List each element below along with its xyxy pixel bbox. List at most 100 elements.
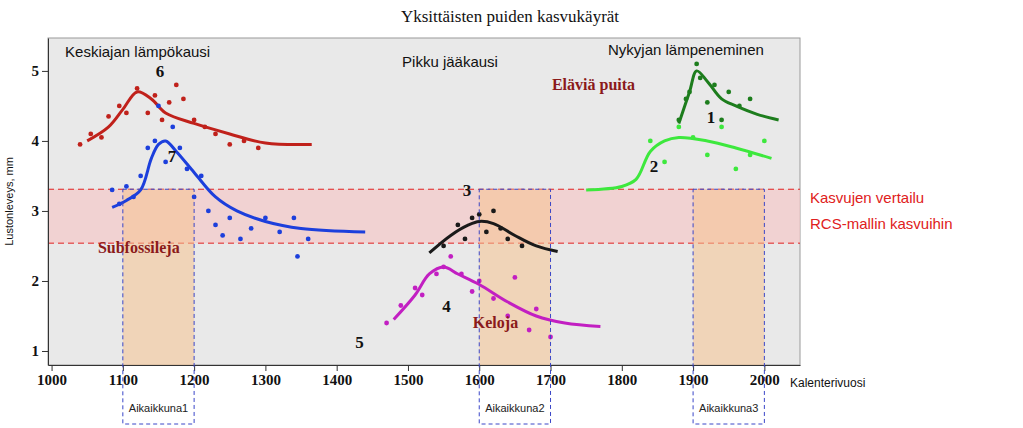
data-point [527, 328, 532, 333]
data-point [726, 90, 731, 95]
data-point [156, 104, 161, 109]
group-label: Keloja [473, 314, 518, 332]
tick-mark [42, 141, 48, 142]
tick-label: 1400 [322, 372, 352, 388]
tick-label: 1800 [607, 372, 637, 388]
series-group [78, 62, 779, 340]
data-point [694, 62, 699, 67]
data-point [470, 216, 475, 221]
data-point [213, 223, 218, 228]
tick-mark [42, 211, 48, 212]
period-label: Pikku jääkausi [402, 53, 498, 70]
data-point [213, 132, 218, 137]
number-label: 5 [355, 333, 364, 352]
tick: 1400 [322, 365, 352, 388]
tick-mark [337, 365, 338, 371]
period-label: Keskiajan lämpökausi [65, 43, 210, 60]
series-label: 2 [650, 157, 659, 176]
window-label: Aikaikkuna1 [129, 402, 188, 414]
data-point [384, 321, 389, 326]
data-point [491, 209, 496, 214]
tick: 2 [32, 273, 49, 289]
data-point [277, 230, 282, 235]
window-fill [693, 189, 764, 365]
window-outline [479, 189, 550, 424]
data-point [705, 153, 710, 158]
tick: 1 [32, 343, 49, 359]
group-label: Eläviä puita [552, 76, 635, 94]
data-point [398, 303, 403, 308]
tick-label: 1300 [251, 372, 281, 388]
data-point [491, 296, 496, 301]
period-label: Nykyjan lämpeneminen [608, 41, 764, 58]
tick: 1300 [251, 365, 281, 388]
data-point [719, 118, 724, 123]
data-point [160, 118, 165, 123]
data-point [124, 184, 129, 189]
data-point [662, 160, 667, 165]
growth-curve [87, 92, 312, 145]
growth-curve [112, 141, 365, 232]
data-point [88, 132, 93, 137]
chart: 1000110012001300140015001600170018001900… [0, 0, 1023, 428]
tick: 4 [32, 133, 49, 149]
growth-curve [679, 71, 779, 124]
window-label: Aikaikkuna3 [699, 402, 758, 414]
window-fill [479, 189, 550, 365]
data-point [705, 100, 710, 105]
data-point [238, 237, 243, 242]
data-point [177, 146, 182, 151]
tick-mark [42, 71, 48, 72]
series-label: 4 [442, 297, 451, 316]
series-label: 6 [156, 62, 165, 81]
data-point [420, 293, 425, 298]
data-point [484, 230, 489, 235]
data-point [520, 244, 525, 249]
tick: 1000 [37, 365, 67, 388]
window-label: Aikaikkuna2 [485, 402, 544, 414]
tick-label: 5 [32, 63, 40, 79]
data-point [295, 254, 300, 259]
data-point [153, 93, 158, 98]
data-point [733, 167, 738, 172]
tick-label: 1000 [37, 372, 67, 388]
data-point [463, 237, 468, 242]
data-point [434, 272, 439, 277]
data-point [110, 188, 115, 193]
tick-label: 4 [32, 133, 40, 149]
data-point [748, 97, 753, 102]
data-point [676, 125, 681, 130]
data-point [117, 104, 122, 109]
data-point [292, 216, 297, 221]
data-point [206, 209, 211, 214]
group-label: Subfossileja [98, 239, 180, 257]
data-point [512, 275, 517, 280]
series-label: 7 [168, 147, 177, 166]
data-point [145, 146, 150, 151]
y-axis-title: Lustonleveys, mm [3, 157, 15, 246]
tick-label: 3 [32, 203, 40, 219]
data-point [135, 86, 140, 91]
x-axis-title: Kalenterivuosi [790, 376, 865, 390]
plot-background [48, 38, 800, 365]
series-label: 1 [707, 108, 716, 127]
tick: 1500 [393, 365, 423, 388]
band-label: RCS-mallin kasvuihin [810, 215, 953, 232]
window-outline [693, 189, 764, 424]
time-windows [123, 189, 765, 365]
tick-label: 1500 [393, 372, 423, 388]
tick-mark [42, 281, 48, 282]
data-point [762, 139, 767, 144]
data-point [138, 174, 143, 179]
data-point [648, 139, 653, 144]
data-point [78, 142, 83, 147]
data-point [505, 237, 510, 242]
axis-line [49, 365, 801, 366]
x-axis: 1000110012001300140015001600170018001900… [37, 365, 800, 388]
growth-curve [429, 221, 557, 253]
tick-mark [52, 365, 53, 371]
tick-label: 2 [32, 273, 40, 289]
data-point [170, 125, 175, 130]
data-point [167, 100, 172, 105]
band-label: Kasvujen vertailu [810, 189, 924, 206]
